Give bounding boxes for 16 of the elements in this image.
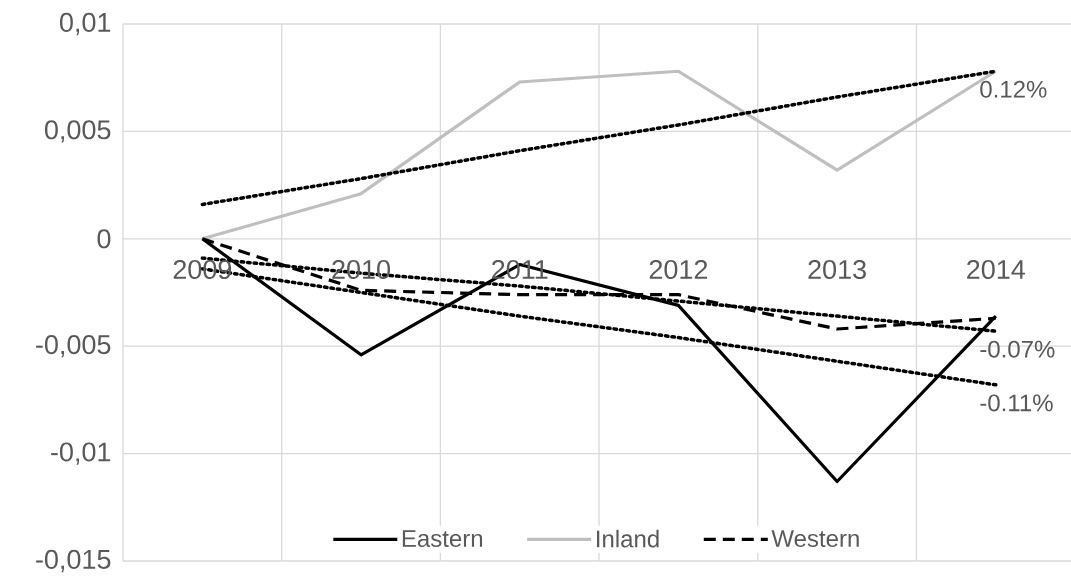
y-tick-label: 0 bbox=[97, 229, 111, 249]
y-tick-label: -0,01 bbox=[51, 442, 111, 465]
annotation: 0.12% bbox=[980, 80, 1047, 98]
y-tick-label: -0,015 bbox=[36, 549, 111, 573]
x-tick-label: 2014 bbox=[967, 259, 1026, 280]
y-tick-label: 0,01 bbox=[59, 12, 111, 36]
x-tick-label: 2009 bbox=[173, 259, 232, 280]
annotation: -0.07% bbox=[980, 340, 1055, 358]
x-tick-label: 2013 bbox=[808, 259, 866, 280]
legend-label: Inland bbox=[597, 529, 659, 548]
legend-label: Eastern bbox=[402, 530, 483, 548]
legend-label: Western bbox=[771, 530, 859, 548]
y-tick-label: 0,005 bbox=[44, 120, 111, 143]
x-tick-label: 2012 bbox=[649, 259, 708, 280]
annotation: -0.11% bbox=[980, 394, 1053, 412]
y-tick-label: -0,005 bbox=[36, 335, 111, 358]
